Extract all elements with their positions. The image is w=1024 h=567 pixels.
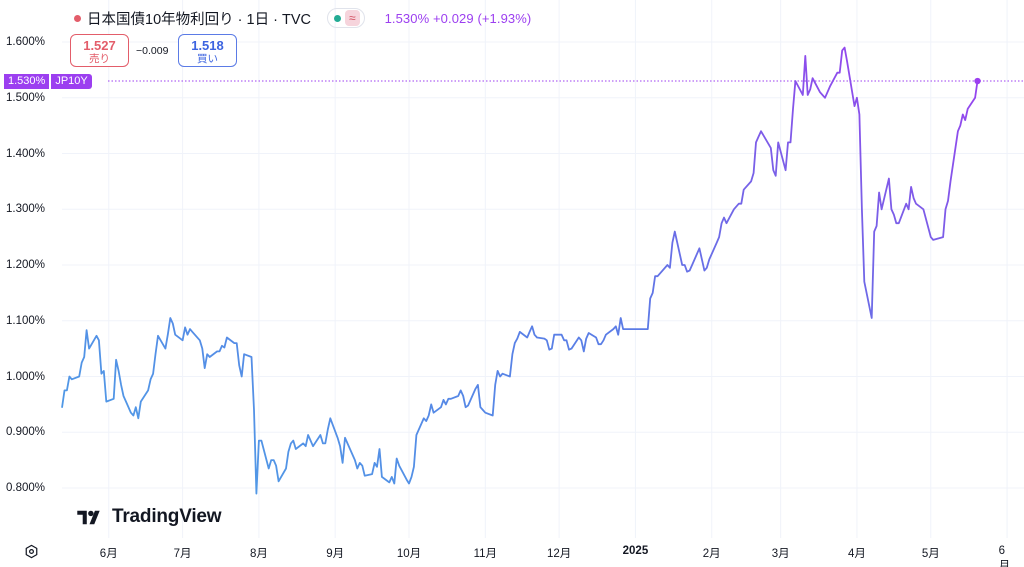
y-tick-label: 1.400% <box>6 147 46 160</box>
x-tick-label: 12月 <box>546 548 572 560</box>
chart-grid <box>62 0 1024 538</box>
x-tick-label: 10月 <box>396 548 422 560</box>
sell-label: 売り <box>89 53 110 65</box>
current-price-value: 1.530% <box>4 73 50 89</box>
tradingview-logo[interactable]: TradingView <box>74 506 222 528</box>
x-tick-label: 9月 <box>326 548 345 560</box>
settings-gear-icon[interactable] <box>24 544 39 559</box>
buy-button[interactable]: 1.518 買い <box>178 34 237 67</box>
price-change: +0.029 <box>432 10 474 26</box>
sell-value: 1.527 <box>83 38 116 53</box>
x-tick-label: 4月 <box>847 548 866 560</box>
chart-header: 日本国債10年物利回り · 1日 · TVC ≈ 1.530% +0.029 (… <box>74 7 531 29</box>
tradingview-logo-text: TradingView <box>112 506 222 527</box>
y-tick-label: 1.200% <box>6 259 46 271</box>
spread-value: −0.009 <box>136 45 169 57</box>
sell-button[interactable]: 1.527 売り <box>70 34 129 67</box>
x-tick-label: 2月 <box>702 548 721 560</box>
x-tick-label: 7月 <box>173 548 192 560</box>
title-dot <box>74 14 81 22</box>
price-quote: 1.530% +0.029 (+1.93%) <box>385 11 532 26</box>
y-tick-label: 1.000% <box>6 370 46 383</box>
status-pill[interactable]: ≈ <box>326 8 365 28</box>
x-tick-label: 8月 <box>249 548 268 560</box>
last-point-marker <box>974 77 981 85</box>
x-tick-label: 6月 <box>998 545 1011 567</box>
price-change-pct: (+1.93%) <box>477 10 532 26</box>
x-tick-label: 5月 <box>921 548 940 560</box>
x-tick-label: 2025 <box>622 545 649 557</box>
y-tick-label: 0.800% <box>6 482 46 494</box>
market-status-dot-icon <box>333 14 341 22</box>
y-tick-label: 1.300% <box>6 203 46 216</box>
buy-value: 1.518 <box>191 38 224 53</box>
y-tick-label: 1.500% <box>6 91 46 104</box>
y-tick-label: 1.100% <box>6 314 46 327</box>
chart-title[interactable]: 日本国債10年物利回り · 1日 · TVC <box>87 11 311 28</box>
approx-icon: ≈ <box>344 10 360 26</box>
tradingview-logo-icon <box>77 510 100 524</box>
current-symbol: JP10Y <box>51 73 92 89</box>
y-tick-label: 1.600% <box>6 36 46 48</box>
y-tick-label: 0.900% <box>6 426 46 439</box>
current-price-label: 1.530% JP10Y <box>4 73 92 89</box>
last-price: 1.530% <box>384 10 430 26</box>
x-tick-label: 11月 <box>473 548 498 560</box>
x-tick-label: 6月 <box>99 548 118 560</box>
yield-line <box>61 46 979 495</box>
buy-label: 買い <box>197 53 218 65</box>
x-tick-label: 3月 <box>771 548 790 560</box>
